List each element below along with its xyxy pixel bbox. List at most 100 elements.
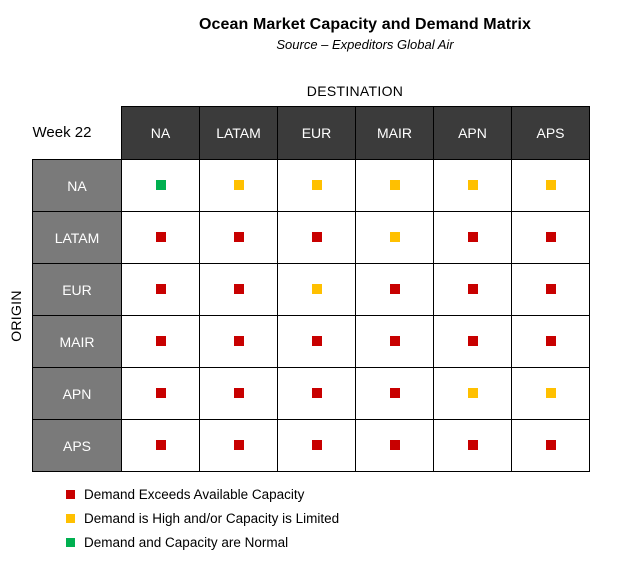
column-header-aps: APS [511, 106, 590, 160]
status-marker-exceeds [233, 387, 244, 398]
status-marker-exceeds [389, 387, 400, 398]
status-marker-exceeds [467, 439, 478, 450]
matrix-cell-na-mair [355, 159, 434, 212]
matrix-cell-apn-na [121, 367, 200, 420]
matrix-cell-latam-mair [355, 211, 434, 264]
row-header-aps: APS [32, 419, 122, 472]
row-header-mair: MAIR [32, 315, 122, 368]
status-marker-exceeds [311, 387, 322, 398]
matrix-cell-aps-apn [433, 419, 512, 472]
matrix-cell-mair-apn [433, 315, 512, 368]
status-marker-exceeds [545, 335, 556, 346]
status-marker-exceeds [467, 231, 478, 242]
status-marker-high [311, 179, 322, 190]
status-marker-exceeds [467, 283, 478, 294]
status-marker-high [389, 231, 400, 242]
status-marker-exceeds [389, 439, 400, 450]
matrix-cell-latam-eur [277, 211, 356, 264]
matrix-cell-mair-na [121, 315, 200, 368]
matrix-cell-aps-eur [277, 419, 356, 472]
matrix-cell-mair-mair [355, 315, 434, 368]
legend-label-exceeds: Demand Exceeds Available Capacity [84, 486, 305, 502]
row-header-apn: APN [32, 367, 122, 420]
matrix-row-mair: MAIR [32, 315, 590, 368]
matrix-cell-apn-apn [433, 367, 512, 420]
matrix-cell-latam-na [121, 211, 200, 264]
status-marker-high [389, 179, 400, 190]
status-marker-exceeds [311, 231, 322, 242]
status-marker-exceeds [311, 439, 322, 450]
matrix-cell-na-latam [199, 159, 278, 212]
status-marker-high [311, 283, 322, 294]
matrix-cell-eur-eur [277, 263, 356, 316]
status-marker-high [545, 179, 556, 190]
matrix-cell-na-na [121, 159, 200, 212]
matrix-cell-na-eur [277, 159, 356, 212]
matrix-row-latam: LATAM [32, 211, 590, 264]
status-marker-normal [155, 179, 166, 190]
matrix-cell-eur-mair [355, 263, 434, 316]
legend-item-high: Demand is High and/or Capacity is Limite… [66, 506, 339, 530]
status-marker-exceeds [233, 231, 244, 242]
status-marker-exceeds [311, 335, 322, 346]
matrix-cell-eur-latam [199, 263, 278, 316]
week-label: Week 22 [32, 106, 122, 160]
origin-axis-label: ORIGIN [8, 290, 24, 342]
status-marker-exceeds [389, 335, 400, 346]
row-header-eur: EUR [32, 263, 122, 316]
matrix-cell-aps-latam [199, 419, 278, 472]
destination-axis-label: DESTINATION [306, 83, 404, 99]
status-marker-exceeds [545, 283, 556, 294]
column-header-latam: LATAM [199, 106, 278, 160]
matrix-cell-mair-latam [199, 315, 278, 368]
matrix-cell-mair-eur [277, 315, 356, 368]
matrix-cell-aps-mair [355, 419, 434, 472]
matrix-cell-mair-aps [511, 315, 590, 368]
matrix-cell-eur-apn [433, 263, 512, 316]
column-header-mair: MAIR [355, 106, 434, 160]
matrix-cell-na-apn [433, 159, 512, 212]
matrix-body: NA LATAM EUR MAIR APN APS [32, 159, 590, 472]
status-marker-exceeds [545, 231, 556, 242]
status-marker-exceeds [155, 231, 166, 242]
legend-label-normal: Demand and Capacity are Normal [84, 534, 289, 550]
matrix-cell-apn-eur [277, 367, 356, 420]
matrix-row-eur: EUR [32, 263, 590, 316]
matrix-row-apn: APN [32, 367, 590, 420]
status-marker-exceeds [155, 387, 166, 398]
column-header-na: NA [121, 106, 200, 160]
row-header-latam: LATAM [32, 211, 122, 264]
column-header-apn: APN [433, 106, 512, 160]
status-marker-high [467, 387, 478, 398]
matrix-cell-apn-latam [199, 367, 278, 420]
matrix-cell-aps-aps [511, 419, 590, 472]
matrix-cell-aps-na [121, 419, 200, 472]
legend-item-normal: Demand and Capacity are Normal [66, 530, 339, 554]
status-marker-exceeds [467, 335, 478, 346]
legend-swatch-normal [66, 537, 75, 547]
status-marker-high [545, 387, 556, 398]
status-marker-exceeds [155, 439, 166, 450]
legend-swatch-exceeds [66, 489, 75, 499]
legend-label-high: Demand is High and/or Capacity is Limite… [84, 510, 340, 526]
matrix-header-row: Week 22 NA LATAM EUR MAIR APN APS [32, 106, 590, 160]
matrix-row-aps: APS [32, 419, 590, 472]
legend-item-exceeds: Demand Exceeds Available Capacity [66, 482, 339, 506]
status-marker-exceeds [233, 335, 244, 346]
matrix-cell-latam-apn [433, 211, 512, 264]
row-header-na: NA [32, 159, 122, 212]
matrix-cell-eur-na [121, 263, 200, 316]
matrix-cell-apn-mair [355, 367, 434, 420]
status-marker-exceeds [233, 439, 244, 450]
status-marker-exceeds [389, 283, 400, 294]
legend-swatch-high [66, 513, 75, 523]
status-marker-high [233, 179, 244, 190]
matrix-row-na: NA [32, 159, 590, 212]
matrix-cell-eur-aps [511, 263, 590, 316]
status-marker-exceeds [545, 439, 556, 450]
matrix-cell-latam-aps [511, 211, 590, 264]
matrix-cell-latam-latam [199, 211, 278, 264]
chart-title: Ocean Market Capacity and Demand Matrix [198, 16, 531, 33]
status-marker-high [467, 179, 478, 190]
legend: Demand Exceeds Available Capacity Demand … [66, 482, 339, 554]
